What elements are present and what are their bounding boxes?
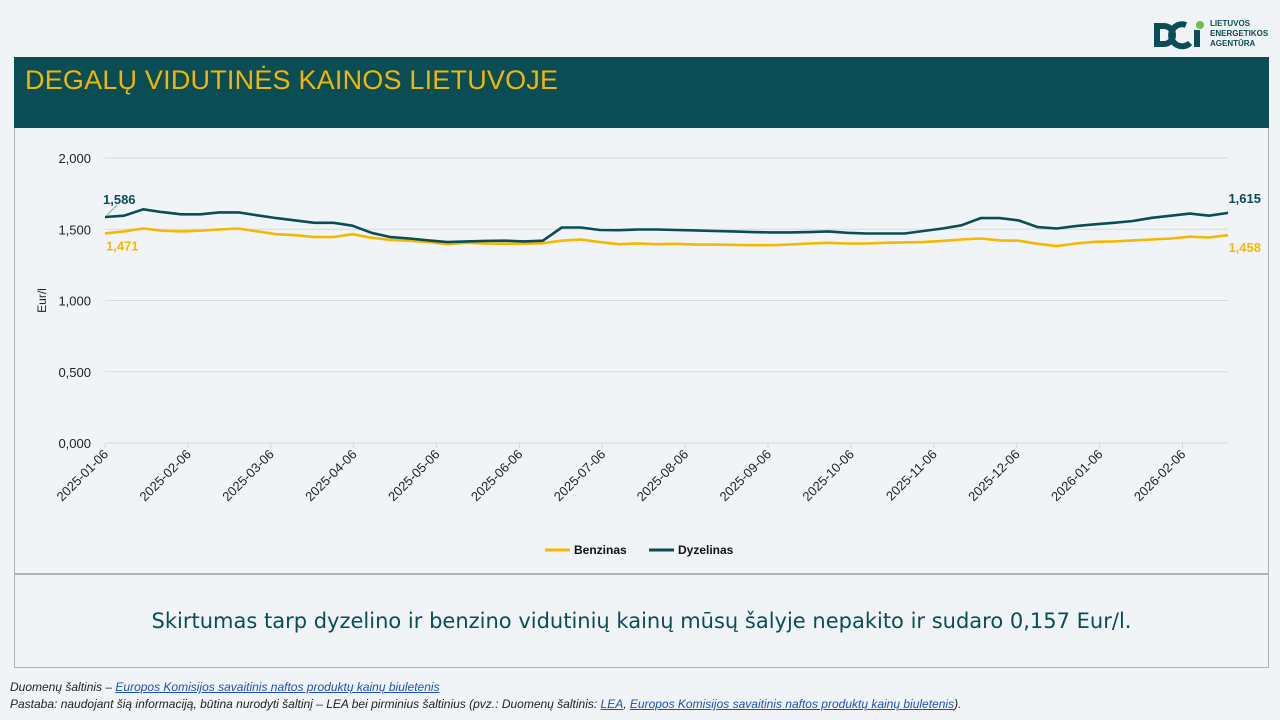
footer-note-separator: , (623, 697, 630, 711)
logo-line-2: ENERGETIKOS (1210, 29, 1269, 38)
x-tick-label: 2025-08-06 (634, 447, 692, 505)
footer-note-suffix: ). (954, 697, 962, 711)
x-tick-label: 2025-10-06 (799, 447, 857, 505)
footer-note-line: Pastaba: naudojant šią informaciją, būti… (10, 696, 961, 713)
x-tick-label: 2025-11-06 (883, 447, 940, 504)
y-tick-label: 0,000 (58, 436, 91, 451)
page-title: DEGALŲ VIDUTINĖS KAINOS LIETUVOJE (25, 65, 559, 95)
x-tick-label: 2025-09-06 (717, 447, 775, 505)
footer-note-prefix: Pastaba: naudojant šią informaciją, būti… (10, 697, 601, 711)
x-tick-label: 2026-01-06 (1048, 447, 1106, 505)
page-header: DEGALŲ VIDUTINĖS KAINOS LIETUVOJE (14, 57, 1269, 128)
x-tick-label: 2025-01-06 (53, 447, 111, 505)
ec-bulletin-link[interactable]: Europos Komisijos savaitinis naftos prod… (115, 680, 440, 694)
summary-box: Skirtumas tarp dyzelino ir benzino vidut… (14, 574, 1269, 668)
y-tick-label: 1,500 (58, 222, 91, 237)
fuel-price-chart: 0,000 0,500 1,000 1,500 2,000 Eur/l 2025-01-06… (35, 151, 1261, 557)
footer-source-prefix: Duomenų šaltinis – (10, 680, 116, 694)
y-tick-label: 1,000 (58, 294, 91, 309)
series-line-dyzelinas (104, 208, 1229, 244)
y-tick-label: 0,500 (58, 365, 91, 380)
x-tick-label: 2025-04-06 (302, 447, 360, 505)
lea-logo-text: LIETUVOS ENERGETIKOS AGENTŪRA (1210, 19, 1268, 49)
start-label-benzinas: 1,471 (106, 238, 139, 253)
x-tick-label: 2025-12-06 (965, 447, 1023, 505)
footer-source-line: Duomenų šaltinis – Europos Komisijos sav… (10, 679, 961, 696)
lea-logo: LIETUVOS ENERGETIKOS AGENTŪRA (1150, 16, 1275, 56)
series-line-benzinas (104, 227, 1229, 248)
chart-panel (14, 128, 1269, 574)
start-label-dyzelinas: 1,586 (103, 192, 136, 207)
summary-text: Skirtumas tarp dyzelino ir benzino vidut… (151, 609, 1132, 633)
logo-line-3: AGENTŪRA (1210, 39, 1256, 48)
legend-label-benzinas: Benzinas (574, 543, 627, 557)
lea-link[interactable]: LEA (600, 697, 624, 711)
x-tick-label: 2025-03-06 (219, 447, 277, 505)
logo-line-1: LIETUVOS (1210, 19, 1251, 28)
lea-logo-mark (1154, 21, 1204, 50)
y-axis-label: Eur/l (35, 288, 49, 313)
end-label-benzinas: 1,458 (1228, 240, 1261, 255)
ec-bulletin-link-2[interactable]: Europos Komisijos savaitinis naftos prod… (629, 697, 955, 711)
y-tick-label: 2,000 (58, 151, 91, 166)
end-label-dyzelinas: 1,615 (1228, 191, 1261, 206)
x-tick-label: 2026-02-06 (1131, 447, 1189, 505)
footer: Duomenų šaltinis – Europos Komisijos sav… (10, 679, 961, 713)
x-tick-label: 2025-05-06 (385, 447, 443, 505)
legend-label-dyzelinas: Dyzelinas (678, 543, 734, 557)
start-label-leader (106, 204, 118, 216)
x-tick-label: 2025-06-06 (468, 447, 526, 505)
x-tick-label: 2025-02-06 (136, 447, 194, 505)
x-tick-label: 2025-07-06 (551, 447, 609, 505)
